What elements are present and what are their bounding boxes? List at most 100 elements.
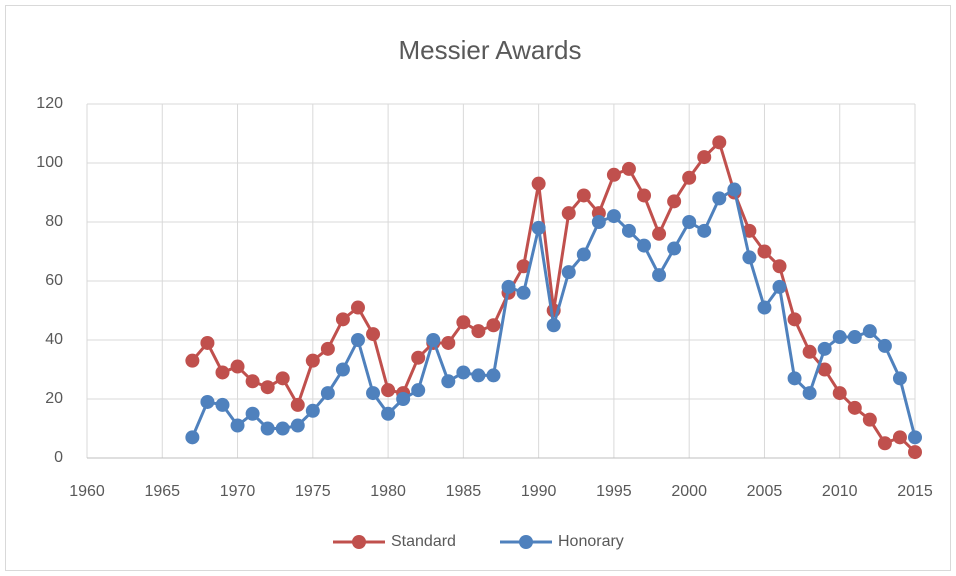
marker xyxy=(877,436,892,451)
marker xyxy=(290,418,305,433)
marker xyxy=(892,430,907,445)
marker xyxy=(561,265,576,280)
marker xyxy=(275,371,290,386)
marker xyxy=(817,362,832,377)
marker xyxy=(712,135,727,150)
marker xyxy=(200,394,215,409)
marker xyxy=(832,330,847,345)
x-tick-label: 2005 xyxy=(747,483,783,500)
marker xyxy=(561,206,576,221)
marker xyxy=(411,350,426,365)
marker xyxy=(847,330,862,345)
y-tick-label: 20 xyxy=(45,390,63,407)
marker xyxy=(245,374,260,389)
marker xyxy=(350,300,365,315)
marker xyxy=(305,403,320,418)
x-tick-label: 1960 xyxy=(69,483,105,500)
marker xyxy=(742,250,757,265)
marker xyxy=(712,191,727,206)
marker xyxy=(742,223,757,238)
marker xyxy=(908,445,922,460)
x-tick-label: 1990 xyxy=(521,483,557,500)
marker xyxy=(531,176,546,191)
chart-border xyxy=(5,5,951,571)
marker xyxy=(772,279,787,294)
marker xyxy=(260,421,275,436)
marker xyxy=(908,430,922,445)
marker xyxy=(652,226,667,241)
marker xyxy=(637,238,652,253)
marker xyxy=(471,368,486,383)
marker xyxy=(516,285,531,300)
marker xyxy=(441,335,456,350)
legend-label: Honorary xyxy=(558,533,624,550)
marker xyxy=(606,167,621,182)
marker xyxy=(682,170,697,185)
legend-marker xyxy=(352,535,366,549)
marker xyxy=(290,397,305,412)
legend-label: Standard xyxy=(391,533,456,550)
marker xyxy=(456,365,471,380)
y-tick-label: 80 xyxy=(45,213,63,230)
marker xyxy=(621,161,636,176)
y-tick-label: 0 xyxy=(54,449,63,466)
marker xyxy=(426,333,441,347)
marker xyxy=(697,150,712,165)
marker xyxy=(606,209,621,224)
marker xyxy=(682,215,697,229)
marker xyxy=(637,188,652,203)
marker xyxy=(335,362,350,377)
marker xyxy=(591,215,606,229)
marker xyxy=(862,412,877,427)
marker xyxy=(652,268,667,283)
marker xyxy=(350,333,365,347)
marker xyxy=(847,400,862,415)
chart-title: Messier Awards xyxy=(398,35,581,65)
x-tick-label: 2015 xyxy=(897,483,933,500)
marker xyxy=(320,386,335,401)
marker xyxy=(441,374,456,389)
marker xyxy=(802,386,817,401)
marker xyxy=(471,324,486,339)
x-tick-label: 1980 xyxy=(370,483,406,500)
x-tick-label: 1995 xyxy=(596,483,632,500)
marker xyxy=(260,380,275,395)
marker xyxy=(366,327,381,342)
marker xyxy=(200,335,215,350)
y-tick-label: 100 xyxy=(36,154,63,171)
marker xyxy=(185,430,200,445)
marker xyxy=(230,418,245,433)
marker xyxy=(486,368,501,383)
marker xyxy=(802,344,817,359)
marker xyxy=(275,421,290,436)
marker xyxy=(245,406,260,421)
x-tick-label: 1975 xyxy=(295,483,331,500)
marker xyxy=(727,182,742,197)
marker xyxy=(667,241,682,256)
legend-marker xyxy=(519,535,533,549)
y-tick-label: 60 xyxy=(45,272,63,289)
x-tick-label: 1970 xyxy=(220,483,256,500)
x-tick-label: 1965 xyxy=(144,483,180,500)
marker xyxy=(576,188,591,203)
marker xyxy=(892,371,907,386)
marker xyxy=(546,318,561,333)
marker xyxy=(396,392,411,406)
marker xyxy=(772,259,787,274)
marker xyxy=(877,338,892,353)
marker xyxy=(516,259,531,274)
marker xyxy=(215,365,230,380)
marker xyxy=(576,247,591,262)
y-tick-label: 40 xyxy=(45,331,63,348)
marker xyxy=(501,279,516,294)
marker xyxy=(335,312,350,327)
marker xyxy=(817,341,832,356)
marker xyxy=(531,220,546,235)
marker xyxy=(185,353,200,368)
marker xyxy=(411,383,426,398)
marker xyxy=(305,353,320,368)
marker xyxy=(381,383,396,398)
marker xyxy=(215,397,230,412)
marker xyxy=(787,371,802,386)
